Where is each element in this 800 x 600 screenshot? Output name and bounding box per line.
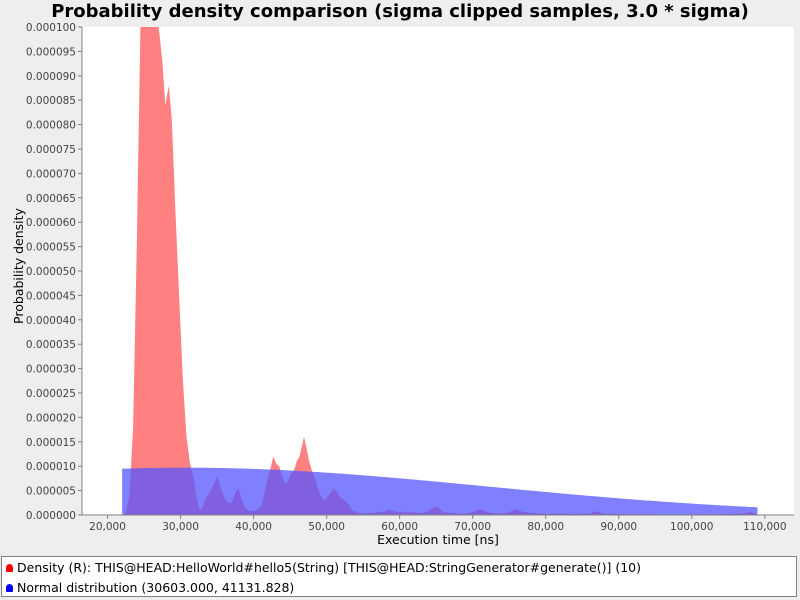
series-layer	[122, 27, 758, 515]
legend-item-density: Density (R): THIS@HEAD:HelloWorld#hello5…	[6, 560, 641, 575]
x-tick-label: 20,000	[89, 521, 126, 533]
y-tick-label: 0.000020	[26, 412, 76, 424]
x-tick-label: 50,000	[308, 521, 345, 533]
y-tick-label: 0.000045	[26, 290, 76, 302]
y-axis: 0.000000 0.000005 0.000010 0.000015 0.000020…	[26, 22, 82, 522]
legend-label-normal: Normal distribution (30603.000, 41131.82…	[17, 580, 295, 595]
y-tick-label: 0.000025	[26, 388, 76, 400]
y-tick-label: 0.000050	[26, 266, 76, 278]
y-tick-label: 0.000100	[26, 22, 76, 34]
y-tick-label: 0.000095	[26, 46, 76, 58]
legend-label-density: Density (R): THIS@HEAD:HelloWorld#hello5…	[17, 560, 641, 575]
y-tick-label: 0.000005	[26, 486, 76, 498]
plot-background	[82, 27, 794, 515]
y-tick-label: 0.000055	[26, 242, 76, 254]
y-tick-label: 0.000075	[26, 144, 76, 156]
x-axis: 20,000 30,000 40,000 50,000 60,000 70,000 80,0…	[89, 515, 787, 533]
x-tick-label: 40,000	[235, 521, 272, 533]
y-axis-label: Probability density	[11, 207, 26, 323]
chart-title: Probability density comparison (sigma cl…	[51, 1, 749, 22]
y-tick-label: 0.000035	[26, 339, 76, 351]
y-tick-label: 0.000030	[26, 364, 76, 376]
x-tick-label: 100,000	[670, 521, 713, 533]
y-tick-label: 0.000085	[26, 95, 76, 107]
x-tick-label: 60,000	[381, 521, 418, 533]
density-area	[122, 27, 758, 515]
chart-plot: 0.000000 0.000005 0.000010 0.000015 0.000020…	[11, 22, 794, 547]
legend-swatch-density	[6, 564, 13, 572]
x-tick-label: 70,000	[454, 521, 491, 533]
y-tick-label: 0.000070	[26, 168, 76, 180]
x-axis-label: Execution time [ns]	[377, 532, 499, 547]
y-tick-label: 0.000040	[26, 315, 76, 327]
legend: Density (R): THIS@HEAD:HelloWorld#hello5…	[1, 556, 797, 597]
y-tick-label: 0.000010	[26, 461, 76, 473]
legend-swatch-normal	[6, 584, 13, 592]
y-tick-label: 0.000065	[26, 193, 76, 205]
y-tick-label: 0.000060	[26, 217, 76, 229]
y-tick-label: 0.000090	[26, 71, 76, 83]
normal-distribution-area	[122, 467, 758, 515]
y-tick-label: 0.000000	[26, 510, 76, 522]
x-tick-label: 80,000	[527, 521, 564, 533]
y-tick-label: 0.000080	[26, 120, 76, 132]
y-tick-label: 0.000015	[26, 437, 76, 449]
x-tick-label: 30,000	[162, 521, 199, 533]
legend-item-normal: Normal distribution (30603.000, 41131.82…	[6, 580, 294, 595]
x-tick-label: 110,000	[743, 521, 786, 533]
x-tick-label: 90,000	[600, 521, 637, 533]
